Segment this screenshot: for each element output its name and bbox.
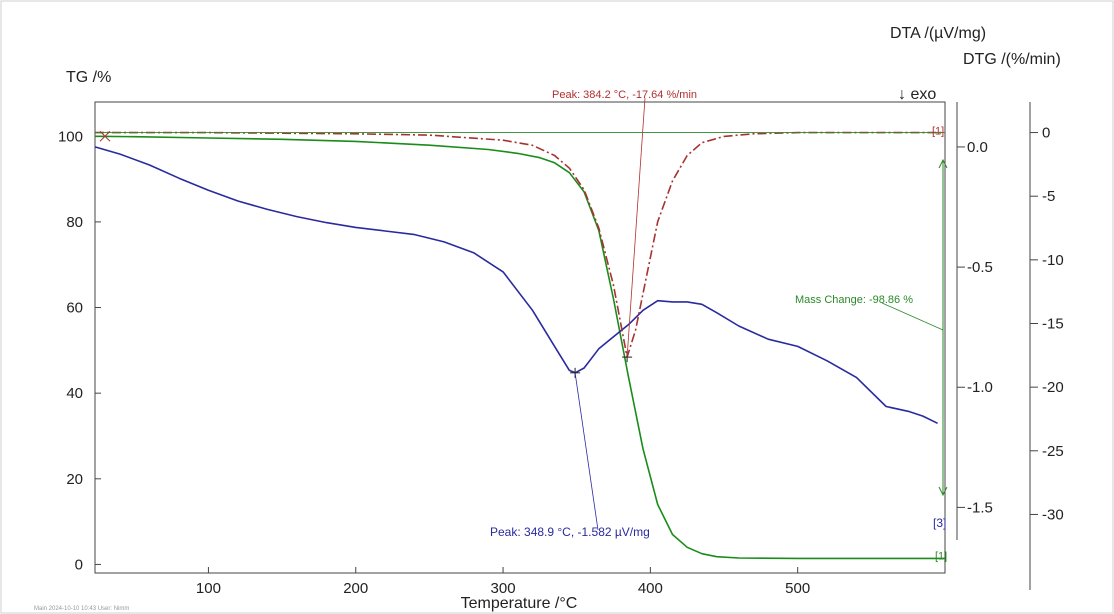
series-group [94,131,945,560]
dtg-tick-label: -25 [1042,443,1064,460]
plot-frame [94,101,946,574]
tg-series-line [94,135,945,560]
annotations: Peak: 384.2 °C, -17.64 %/min Peak: 348.9 … [95,89,948,562]
dtg-tick-label: -10 [1042,252,1064,269]
dtg-series-line [95,131,945,358]
dtg-axis: 0 -5 -10 -15 -20 -25 -30 [1030,125,1064,523]
dtg-peak-leader [626,97,646,358]
x-tick-label: 300 [491,580,516,597]
tg-axis: 0 20 40 60 80 100 [58,128,101,573]
tg-tick-label: 20 [66,471,83,488]
dta-tick-label: 0.0 [967,139,988,156]
footer-note: Main 2024-10-10 10:43 User: Nimm [34,606,129,612]
tg-tick-label: 100 [58,128,83,145]
dtg-peak-label: Peak: 384.2 °C, -17.64 %/min [552,89,697,101]
x-axis: 100 200 300 400 500 [196,567,810,597]
exo-direction-label: ↓ exo [898,86,936,103]
tg-axis-title: TG /% [66,69,111,86]
dtg-tick-label: -15 [1042,315,1064,332]
dta-series-line [94,146,938,425]
x-axis-title: Temperature /°C [461,595,578,612]
tg-tick-label: 40 [66,385,83,402]
dta-peak-leader [574,372,599,531]
dta-axis: 0.0 -0.5 -1.0 -1.5 [957,139,993,516]
dtg-tick-label: -5 [1042,188,1055,205]
mass-change-label: Mass Change: -98.86 % [795,294,913,306]
dta-tick-label: -1.5 [967,499,993,516]
mass-change-leader [881,302,944,331]
start-marker [99,130,111,142]
tg-tick-label: 60 [66,300,83,317]
tg-curve-marker: [1] [935,550,947,562]
tg-tick-label: 80 [66,214,83,231]
dta-curve-marker: [3] [933,516,946,530]
mass-change-arrow-top [938,158,948,169]
dta-peak-label: Peak: 348.9 °C, -1.582 µV/mg [490,525,650,539]
dtg-tick-label: 0 [1042,125,1050,142]
dtg-curve-marker: [1] [932,126,944,138]
x-tick-label: 200 [343,580,368,597]
x-tick-label: 400 [638,580,663,597]
dtg-tick-label: -20 [1042,379,1064,396]
dtg-tick-label: -30 [1042,506,1064,523]
x-tick-label: 500 [785,580,810,597]
dta-axis-title: DTA /(µV/mg) [890,25,986,42]
dta-tick-label: -1.0 [967,379,993,396]
tg-tick-label: 0 [75,556,83,573]
x-tick-label: 100 [196,580,221,597]
dtg-axis-title: DTG /(%/min) [963,51,1061,68]
dta-tick-label: -0.5 [967,259,993,276]
mass-change-arrow-bottom [938,486,948,497]
